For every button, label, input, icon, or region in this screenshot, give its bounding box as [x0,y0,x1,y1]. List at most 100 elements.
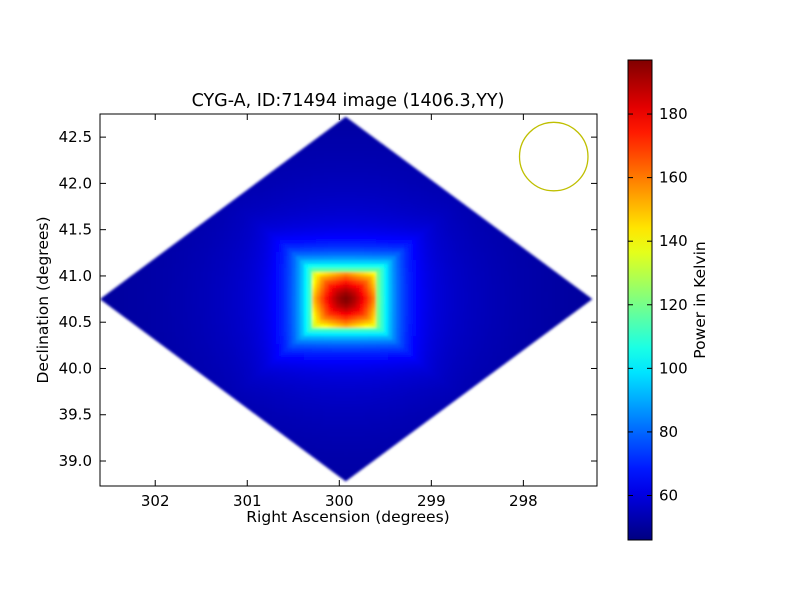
heatmap-cell [484,152,489,157]
heatmap-cell [444,116,449,121]
heatmap-cell [180,248,185,253]
heatmap-cell [476,168,481,173]
heatmap-cell [400,148,405,153]
heatmap-cell [536,188,541,193]
heatmap-cell [592,184,593,189]
heatmap-cell [528,152,533,157]
heatmap-cell [544,256,549,261]
heatmap-cell [308,256,313,261]
heatmap-cell [200,136,205,141]
heatmap-cell [472,192,477,197]
heatmap-cell [416,228,421,233]
heatmap-cell [244,184,249,189]
heatmap-cell [240,116,245,121]
heatmap-cell [276,220,281,225]
heatmap-cell [508,180,513,185]
heatmap-cell [232,252,237,257]
heatmap-cell [464,244,469,249]
heatmap-cell [376,252,381,257]
heatmap-cell [368,168,373,173]
heatmap-cell [576,144,581,149]
heatmap-cell [468,204,473,209]
heatmap-cell [168,152,173,157]
heatmap-cell [228,276,233,281]
heatmap-cell [556,236,561,241]
heatmap-cell [384,140,389,145]
heatmap-cell [292,132,297,137]
heatmap-cell [120,144,125,149]
heatmap-cell [476,160,481,165]
heatmap-cell [480,220,485,225]
heatmap-cell [544,192,549,197]
heatmap-cell [172,184,177,189]
heatmap-cell [128,140,133,145]
heatmap-cell [256,168,261,173]
heatmap-cell [356,256,361,261]
heatmap-cell [268,256,273,261]
heatmap-cell [368,128,373,133]
heatmap-cell [356,264,361,269]
heatmap-cell [300,148,305,153]
heatmap-cell [432,256,437,261]
heatmap-cell [204,204,209,209]
heatmap-cell [572,272,577,277]
heatmap-cell [308,272,313,277]
heatmap-cell [492,236,497,241]
heatmap-cell [484,120,489,125]
heatmap-cell [368,124,373,129]
heatmap-cell [276,260,281,265]
heatmap-cell [552,176,557,181]
heatmap-cell [504,248,509,253]
heatmap-cell [124,128,129,133]
heatmap-cell [380,116,385,121]
heatmap-cell [104,172,109,177]
heatmap-cell [496,272,501,277]
heatmap-cell [156,260,161,265]
heatmap-cell [560,248,565,253]
heatmap-cell [492,156,497,161]
heatmap-cell [168,216,173,221]
heatmap-cell [180,236,185,241]
heatmap-cell [452,152,457,157]
heatmap-cell [288,232,293,237]
heatmap-cell [364,260,369,265]
heatmap-cell [124,136,129,141]
heatmap-cell [324,228,329,233]
heatmap-cell [508,168,513,173]
heatmap-cell [340,232,345,237]
heatmap-cell [400,128,405,133]
heatmap-cell [372,160,377,165]
heatmap-cell [148,200,153,205]
heatmap-cell [388,204,393,209]
heatmap-cell [356,176,361,181]
heatmap-cell [324,192,329,197]
heatmap-cell [568,132,573,137]
heatmap-cell [268,196,273,201]
heatmap-cell [352,152,357,157]
heatmap-cell [104,192,109,197]
heatmap-cell [404,216,409,221]
heatmap-cell [216,148,221,153]
heatmap-cell [536,180,541,185]
heatmap-cell [344,252,349,257]
heatmap-cell [436,240,441,245]
heatmap-cell [160,260,165,265]
heatmap-cell [564,152,569,157]
heatmap-cell [144,208,149,213]
heatmap-cell [344,260,349,265]
heatmap-cell [108,228,113,233]
heatmap-cell [484,268,489,273]
heatmap-cell [372,248,377,253]
heatmap-cell [412,212,417,217]
heatmap-cell [256,132,261,137]
heatmap-cell [420,208,425,213]
heatmap-cell [184,184,189,189]
heatmap-cell [180,160,185,165]
heatmap-cell [232,116,237,121]
heatmap-cell [536,264,541,269]
heatmap-cell [500,260,505,265]
heatmap-cell [220,196,225,201]
heatmap-cell [192,220,197,225]
heatmap-cell [548,256,553,261]
heatmap-cell [484,200,489,205]
